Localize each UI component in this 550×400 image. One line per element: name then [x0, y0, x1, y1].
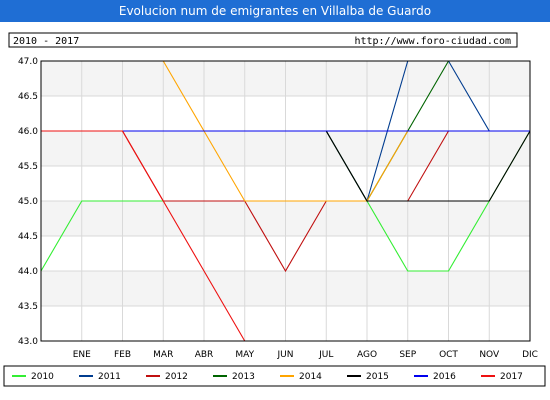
y-axis: 47.0 46.5 46.0 45.5 45.0 44.5 44.0 43.5 43.0 — [18, 57, 38, 347]
series-line-2017 — [41, 130, 246, 342]
period-label: 2010 - 2017 — [13, 36, 79, 47]
legend-label-2015: 2015 — [366, 372, 389, 382]
x-tick-label: NOV — [479, 350, 500, 360]
series-lines — [40, 60, 531, 342]
legend-label-2014: 2014 — [299, 372, 322, 382]
x-tick-label: MAR — [153, 350, 173, 360]
y-tick-label: 43.0 — [18, 337, 38, 347]
y-tick-label: 45.0 — [18, 197, 38, 207]
title-bar — [0, 0, 550, 22]
x-tick-label: DIC — [522, 350, 538, 360]
x-tick-label: ABR — [195, 350, 214, 360]
x-axis: ENE FEB MAR ABR MAY JUN JUL AGO SEP OCT NOV DIC — [73, 350, 538, 360]
x-tick-label: JUN — [277, 350, 294, 360]
legend-label-2012: 2012 — [165, 372, 188, 382]
legend-label-2013: 2013 — [232, 372, 255, 382]
legend-label-2011: 2011 — [98, 372, 121, 382]
x-tick-label: SEP — [399, 350, 416, 360]
legend-box — [3, 365, 546, 387]
y-tick-label: 47.0 — [18, 57, 38, 67]
plot-border — [40, 60, 531, 342]
y-tick-label: 46.5 — [18, 92, 38, 102]
x-tick-label: FEB — [114, 350, 131, 360]
y-tick-label: 45.5 — [18, 162, 38, 172]
y-tick-label: 46.0 — [18, 127, 38, 137]
x-tick-label: OCT — [439, 350, 458, 360]
legend-label-2017: 2017 — [500, 372, 523, 382]
x-tick-label: AGO — [357, 350, 377, 360]
x-tick-label: MAY — [235, 350, 254, 360]
chart-title: Evolucion num de emigrantes en Villalba … — [119, 4, 431, 18]
source-url[interactable]: http://www.foro-ciudad.com — [354, 36, 511, 47]
x-tick-label: ENE — [73, 350, 91, 360]
y-tick-label: 44.0 — [18, 267, 38, 277]
y-tick-label: 43.5 — [18, 302, 38, 312]
legend: 2010 2011 2012 2013 2014 2015 2016 2017 — [12, 372, 523, 382]
legend-label-2010: 2010 — [31, 372, 54, 382]
info-box — [8, 32, 518, 48]
x-tick-label: JUL — [318, 350, 333, 360]
legend-label-2016: 2016 — [433, 372, 456, 382]
y-tick-label: 44.5 — [18, 232, 38, 242]
